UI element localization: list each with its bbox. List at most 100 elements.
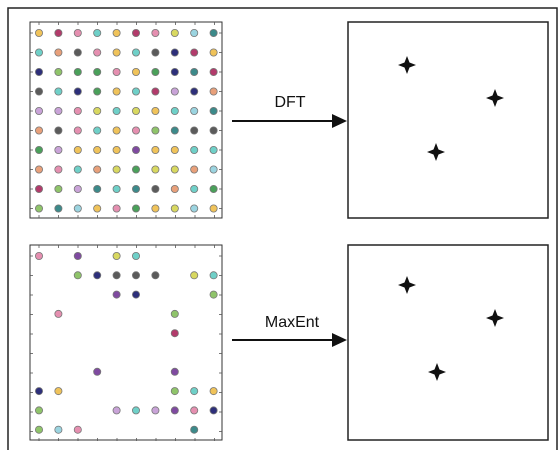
sample-point <box>35 184 44 193</box>
sample-point <box>93 28 102 37</box>
sample-point <box>131 48 140 57</box>
sample-point <box>93 271 102 280</box>
sample-point <box>190 271 199 280</box>
sample-point <box>170 406 179 415</box>
sample-point <box>73 145 82 154</box>
sample-point <box>209 48 218 57</box>
sample-point <box>112 184 121 193</box>
sample-point <box>131 204 140 213</box>
sample-point <box>35 204 44 213</box>
sample-point <box>209 184 218 193</box>
sample-point <box>35 87 44 96</box>
sample-point <box>54 28 63 37</box>
sample-point <box>190 184 199 193</box>
sample-point <box>131 126 140 135</box>
sample-point <box>54 309 63 318</box>
sample-point <box>112 204 121 213</box>
sample-point <box>54 184 63 193</box>
sample-point <box>190 406 199 415</box>
sample-point <box>131 165 140 174</box>
sample-point <box>131 145 140 154</box>
sample-point <box>112 87 121 96</box>
sample-point <box>209 290 218 299</box>
sample-point <box>209 387 218 396</box>
sample-point <box>131 251 140 260</box>
sample-point <box>131 290 140 299</box>
sample-point <box>151 107 160 116</box>
spectral-peak <box>428 363 446 381</box>
sample-point <box>73 48 82 57</box>
sample-point <box>112 271 121 280</box>
sample-point <box>112 145 121 154</box>
sample-point <box>151 87 160 96</box>
sample-point <box>209 165 218 174</box>
sample-point <box>54 107 63 116</box>
sample-point <box>73 107 82 116</box>
sample-point <box>112 126 121 135</box>
sample-point <box>190 107 199 116</box>
sample-point <box>151 48 160 57</box>
sample-point <box>35 406 44 415</box>
sample-point <box>170 28 179 37</box>
sample-point <box>73 165 82 174</box>
sample-point <box>209 107 218 116</box>
sample-point <box>73 28 82 37</box>
sample-point <box>190 28 199 37</box>
sample-point <box>35 107 44 116</box>
sample-point <box>112 165 121 174</box>
sample-point <box>151 165 160 174</box>
sample-point <box>170 126 179 135</box>
sample-point <box>54 48 63 57</box>
sample-point <box>35 387 44 396</box>
arrow-head <box>332 114 347 128</box>
sample-point <box>35 425 44 434</box>
spectral-peak <box>398 276 416 294</box>
sample-point <box>170 145 179 154</box>
sample-point <box>35 28 44 37</box>
sample-point <box>170 107 179 116</box>
sample-point <box>170 367 179 376</box>
sample-point <box>209 28 218 37</box>
sample-point <box>73 251 82 260</box>
spectrum-box <box>347 21 549 219</box>
sample-point <box>73 425 82 434</box>
sample-point <box>190 204 199 213</box>
sample-point <box>190 425 199 434</box>
sample-point <box>131 68 140 77</box>
sample-point <box>73 87 82 96</box>
sample-point <box>93 145 102 154</box>
sample-point <box>112 406 121 415</box>
sample-point <box>190 387 199 396</box>
sample-point <box>151 204 160 213</box>
sample-point <box>190 87 199 96</box>
sample-point <box>151 184 160 193</box>
sample-point <box>170 309 179 318</box>
sample-point <box>131 271 140 280</box>
sample-point <box>170 204 179 213</box>
sample-point <box>35 126 44 135</box>
sampling-grid-full <box>29 21 223 219</box>
sample-point <box>170 387 179 396</box>
sample-point <box>190 145 199 154</box>
sample-point <box>73 68 82 77</box>
sample-point <box>35 165 44 174</box>
sample-point <box>209 204 218 213</box>
method-label: DFT <box>274 94 305 111</box>
sample-point <box>54 126 63 135</box>
sample-point <box>112 107 121 116</box>
sample-point <box>209 126 218 135</box>
sample-point <box>170 68 179 77</box>
sample-point <box>170 329 179 338</box>
sample-point <box>93 165 102 174</box>
method-label: MaxEnt <box>265 314 320 331</box>
spectral-peak <box>398 56 416 74</box>
sample-point <box>209 406 218 415</box>
spectrum-box <box>347 244 549 441</box>
sample-point <box>190 48 199 57</box>
sample-point <box>190 68 199 77</box>
sample-point <box>73 184 82 193</box>
sample-point <box>54 165 63 174</box>
spectral-peak <box>427 143 445 161</box>
sample-point <box>35 251 44 260</box>
sample-point <box>131 406 140 415</box>
